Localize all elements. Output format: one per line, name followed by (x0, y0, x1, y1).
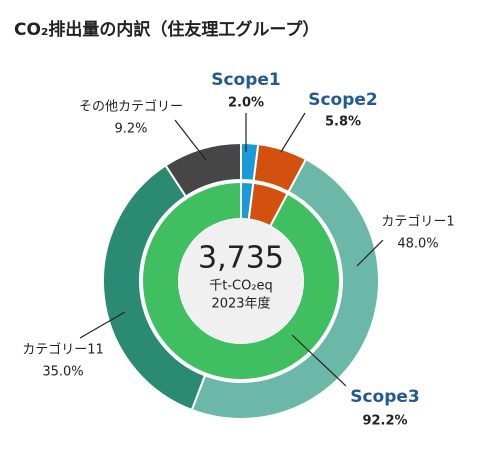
donut-segment (102, 164, 207, 412)
leader (356, 239, 384, 267)
unit: 千t-CO₂eq (209, 279, 273, 294)
category-label: Scope2 (308, 90, 378, 110)
center-disc (179, 219, 303, 343)
value-label: 48.0% (397, 237, 438, 252)
period: 2023年度 (211, 296, 270, 312)
value-label: 92.2% (362, 414, 407, 429)
category-label: その他カテゴリー (79, 99, 183, 115)
value-label: 2.0% (228, 96, 264, 111)
leader (291, 334, 347, 387)
category-label: Scope1 (211, 70, 281, 90)
value-label: 35.0% (42, 365, 83, 380)
category-label: Scope3 (350, 387, 420, 407)
donut-segment (190, 157, 380, 420)
chart-title: CO₂排出量の内訳（住友理工グループ） (14, 19, 319, 40)
value-label: 5.8% (325, 115, 361, 130)
leader (280, 112, 306, 153)
category-label: カテゴリー11 (22, 342, 104, 358)
donut-segment (164, 141, 242, 198)
leader (174, 119, 207, 161)
total: 3,735 (198, 241, 284, 276)
rings (102, 141, 380, 420)
leader (79, 311, 126, 339)
value-label: 9.2% (114, 122, 147, 137)
category-label: カテゴリー1 (381, 214, 454, 230)
